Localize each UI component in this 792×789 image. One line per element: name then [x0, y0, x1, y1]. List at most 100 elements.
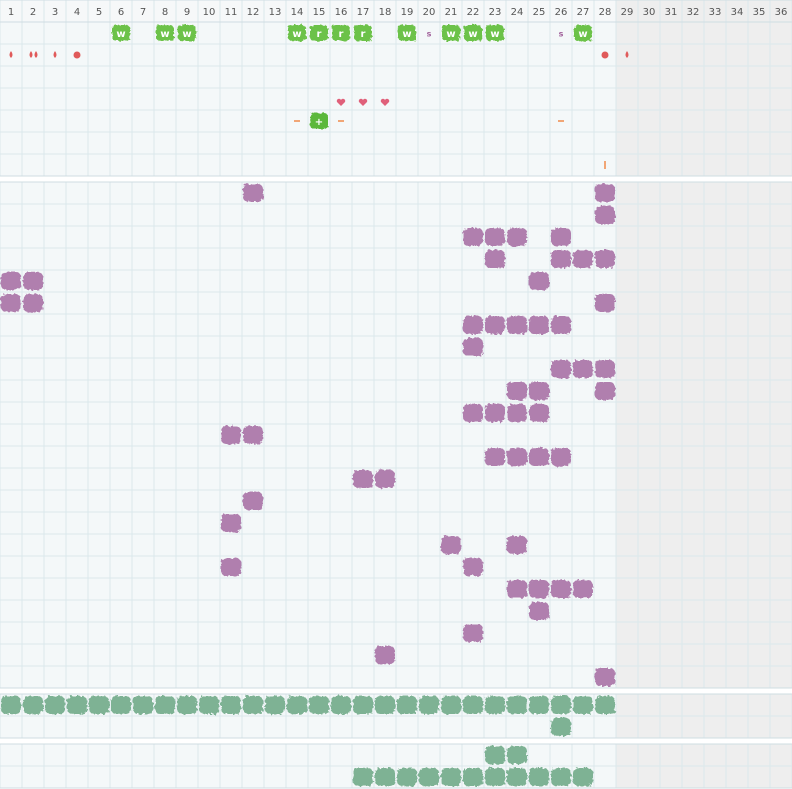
cell-blob: [595, 294, 615, 312]
drop: [29, 51, 38, 58]
icon-letter: w: [490, 29, 499, 40]
column-number: 28: [599, 7, 612, 18]
cell-blob: [463, 624, 483, 642]
cell-blob: [485, 228, 505, 246]
cell-blob: [243, 696, 263, 714]
icon-badge: [442, 25, 460, 41]
cell-blob: [507, 228, 527, 246]
column-number: 34: [731, 7, 744, 18]
cell-blob: [375, 768, 395, 786]
icon-symbol: s: [427, 30, 432, 39]
cell-blob: [1, 294, 21, 312]
column-number: 36: [775, 7, 788, 18]
cell-blob: [331, 696, 351, 714]
cell-blob: [111, 696, 131, 714]
cell-blob: [529, 768, 549, 786]
cell-blob: [573, 696, 593, 714]
icon-badge: [310, 25, 328, 41]
cell-blob: [529, 272, 549, 290]
icon-badge: [574, 25, 592, 41]
cell-blob: [551, 316, 571, 334]
cell-blob: [397, 696, 417, 714]
cell-blob: [507, 746, 527, 764]
cell-blob: [507, 316, 527, 334]
cell-blob: [23, 294, 43, 312]
icon-letter: w: [446, 29, 455, 40]
icon-letter: r: [339, 29, 344, 40]
cell-blob: [485, 696, 505, 714]
column-number: 10: [203, 7, 216, 18]
cell-blob: [463, 338, 483, 356]
cell-blob: [287, 696, 307, 714]
cell-blob: [551, 696, 571, 714]
cell-blob: [375, 646, 395, 664]
cell-blob: [23, 272, 43, 290]
cell-blob: [419, 768, 439, 786]
cell-blob: [221, 514, 241, 532]
icon-letter: w: [116, 29, 125, 40]
column-number: 33: [709, 7, 722, 18]
cell-blob: [463, 316, 483, 334]
cell-blob: [221, 696, 241, 714]
column-number: 1: [8, 7, 14, 18]
red-marks: [9, 51, 629, 59]
cell-blob: [485, 404, 505, 422]
cell-blob: [221, 426, 241, 444]
dot: [73, 51, 81, 59]
cell-blob: [507, 404, 527, 422]
icon-letter: w: [182, 29, 191, 40]
cell-blob: [595, 184, 615, 202]
cell-blob: [243, 426, 263, 444]
cell-blob: [199, 696, 219, 714]
cell-blob: [133, 696, 153, 714]
column-number: 22: [467, 7, 480, 18]
icon-badge: [178, 25, 196, 41]
heart: [336, 98, 346, 106]
cell-blob: [507, 768, 527, 786]
icon-badge: [288, 25, 306, 41]
cell-blob: [177, 696, 197, 714]
column-number: 9: [184, 7, 190, 18]
cell-blob: [595, 696, 615, 714]
icon-badge: [354, 25, 372, 41]
cell-blob: [485, 768, 505, 786]
icon-badge: [464, 25, 482, 41]
column-number: 11: [225, 7, 238, 18]
icon-badge: [332, 25, 350, 41]
column-number: 3: [52, 7, 58, 18]
cell-blob: [529, 448, 549, 466]
column-number: 19: [401, 7, 414, 18]
icon-letter: +: [315, 117, 323, 128]
cell-blob: [353, 768, 373, 786]
column-number: 31: [665, 7, 678, 18]
cell-blob: [573, 768, 593, 786]
cell-blob: [529, 696, 549, 714]
cell-blob: [551, 718, 571, 736]
cell-blob: [595, 250, 615, 268]
column-number: 13: [269, 7, 282, 18]
cell-blob: [243, 184, 263, 202]
column-number: 4: [74, 7, 80, 18]
column-number: 24: [511, 7, 524, 18]
cell-blob: [89, 696, 109, 714]
icon-letter: w: [160, 29, 169, 40]
dot: [601, 51, 609, 59]
cell-blob: [463, 404, 483, 422]
cell-blob: [529, 382, 549, 400]
cell-blob: [463, 768, 483, 786]
column-number: 25: [533, 7, 546, 18]
column-number: 20: [423, 7, 436, 18]
icon-letter: r: [317, 29, 322, 40]
cell-blob: [485, 746, 505, 764]
column-number: 6: [118, 7, 124, 18]
cell-blob: [243, 492, 263, 510]
column-number: 18: [379, 7, 392, 18]
column-number: 8: [162, 7, 168, 18]
icon-badge: [310, 113, 328, 129]
column-number: 15: [313, 7, 326, 18]
cell-blob: [353, 696, 373, 714]
cell-blob: [1, 272, 21, 290]
cell-blob: [551, 448, 571, 466]
cell-blob: [309, 696, 329, 714]
column-number: 32: [687, 7, 700, 18]
